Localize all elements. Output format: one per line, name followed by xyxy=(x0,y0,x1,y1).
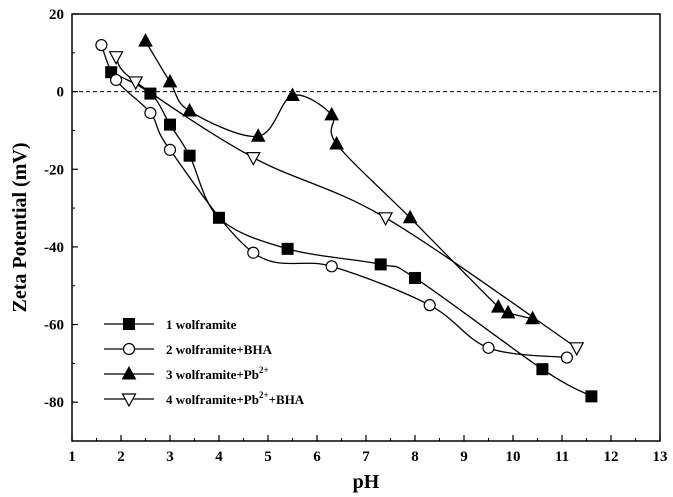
series-3-point xyxy=(402,209,418,224)
x-tick-label: 8 xyxy=(411,449,419,465)
x-tick-label: 7 xyxy=(362,449,370,465)
series-4-point xyxy=(128,76,144,91)
legend: 1 wolframite 2 wolframite+BHA 3 wolframite… xyxy=(104,317,305,408)
series-1-point xyxy=(281,242,294,255)
series-3-point xyxy=(490,299,506,313)
legend-label-2: 2 wolframite+BHA xyxy=(166,342,273,357)
series-1-point xyxy=(213,211,225,224)
series-3-point xyxy=(138,33,153,47)
series-2-point xyxy=(325,260,338,273)
series-3-point xyxy=(324,106,340,121)
x-tick-label: 13 xyxy=(653,449,668,465)
axis-ticks xyxy=(71,13,661,442)
series-3-point xyxy=(250,128,266,142)
series-2-point xyxy=(423,299,436,312)
x-tick-label: 10 xyxy=(506,449,521,465)
series-2-point xyxy=(109,73,123,87)
y-tick-label: 0 xyxy=(57,85,65,101)
series-1-point xyxy=(183,149,196,162)
x-tick-label: 3 xyxy=(166,449,174,465)
series-2-point xyxy=(247,246,260,259)
y-axis-title: Zeta Potential (mV) xyxy=(9,143,31,313)
series-1-point xyxy=(164,118,176,131)
series-1-point xyxy=(144,87,157,100)
series-2-point xyxy=(95,38,108,52)
series-1-point xyxy=(536,363,549,376)
series-3-point xyxy=(525,310,540,325)
legend-marker-3 xyxy=(121,365,137,380)
series-1-point xyxy=(409,271,421,284)
plot-area-frame xyxy=(71,13,661,442)
y-tick-label: 20 xyxy=(49,7,64,23)
series-2-point xyxy=(144,106,157,120)
series-2-point xyxy=(163,143,177,156)
y-tick-label: -40 xyxy=(44,240,64,256)
data-markers xyxy=(95,33,598,403)
x-tick-label: 4 xyxy=(215,449,223,465)
x-tick-label: 12 xyxy=(604,449,619,465)
x-tick-label: 9 xyxy=(460,449,468,465)
legend-marker-1 xyxy=(123,318,135,330)
series-4-curve xyxy=(115,56,578,349)
legend-label-1: 1 wolframite xyxy=(166,317,237,332)
series-3-point xyxy=(182,102,197,117)
series-2-point xyxy=(560,351,574,364)
y-tick-label: -20 xyxy=(44,162,64,178)
series-3-point xyxy=(329,135,344,150)
series-3-point xyxy=(500,304,516,319)
series-4-point xyxy=(245,152,261,166)
x-tick-label: 5 xyxy=(264,449,272,465)
series-4-point xyxy=(378,212,394,227)
x-axis-title: pH xyxy=(353,471,380,493)
x-tick-label: 2 xyxy=(117,449,125,465)
x-tick-label: 1 xyxy=(68,449,76,465)
legend-label-suffix: +BHA xyxy=(269,392,305,407)
y-tick-label: -80 xyxy=(44,395,64,411)
x-tick-label: 6 xyxy=(313,449,321,465)
x-tick-label: 11 xyxy=(555,449,569,465)
legend-marker-4 xyxy=(121,393,137,408)
series-1-curve xyxy=(110,71,592,397)
legend-marker-2 xyxy=(122,342,136,356)
legend-label-3: 3 wolframite+Pb2+ xyxy=(166,365,269,382)
series-1-point xyxy=(374,258,387,271)
series-2-point xyxy=(482,341,495,354)
legend-label-superscript: 2+ xyxy=(259,390,269,400)
legend-label-4: 4 wolframite+Pb2++BHA xyxy=(166,390,305,407)
series-1-point xyxy=(585,390,598,403)
y-tick-label: -60 xyxy=(44,318,64,334)
legend-label-superscript: 2+ xyxy=(259,365,269,375)
series-3-point xyxy=(162,73,178,88)
series-3-point xyxy=(285,87,300,102)
series-4-point xyxy=(569,342,585,357)
series-4-point xyxy=(108,51,124,65)
